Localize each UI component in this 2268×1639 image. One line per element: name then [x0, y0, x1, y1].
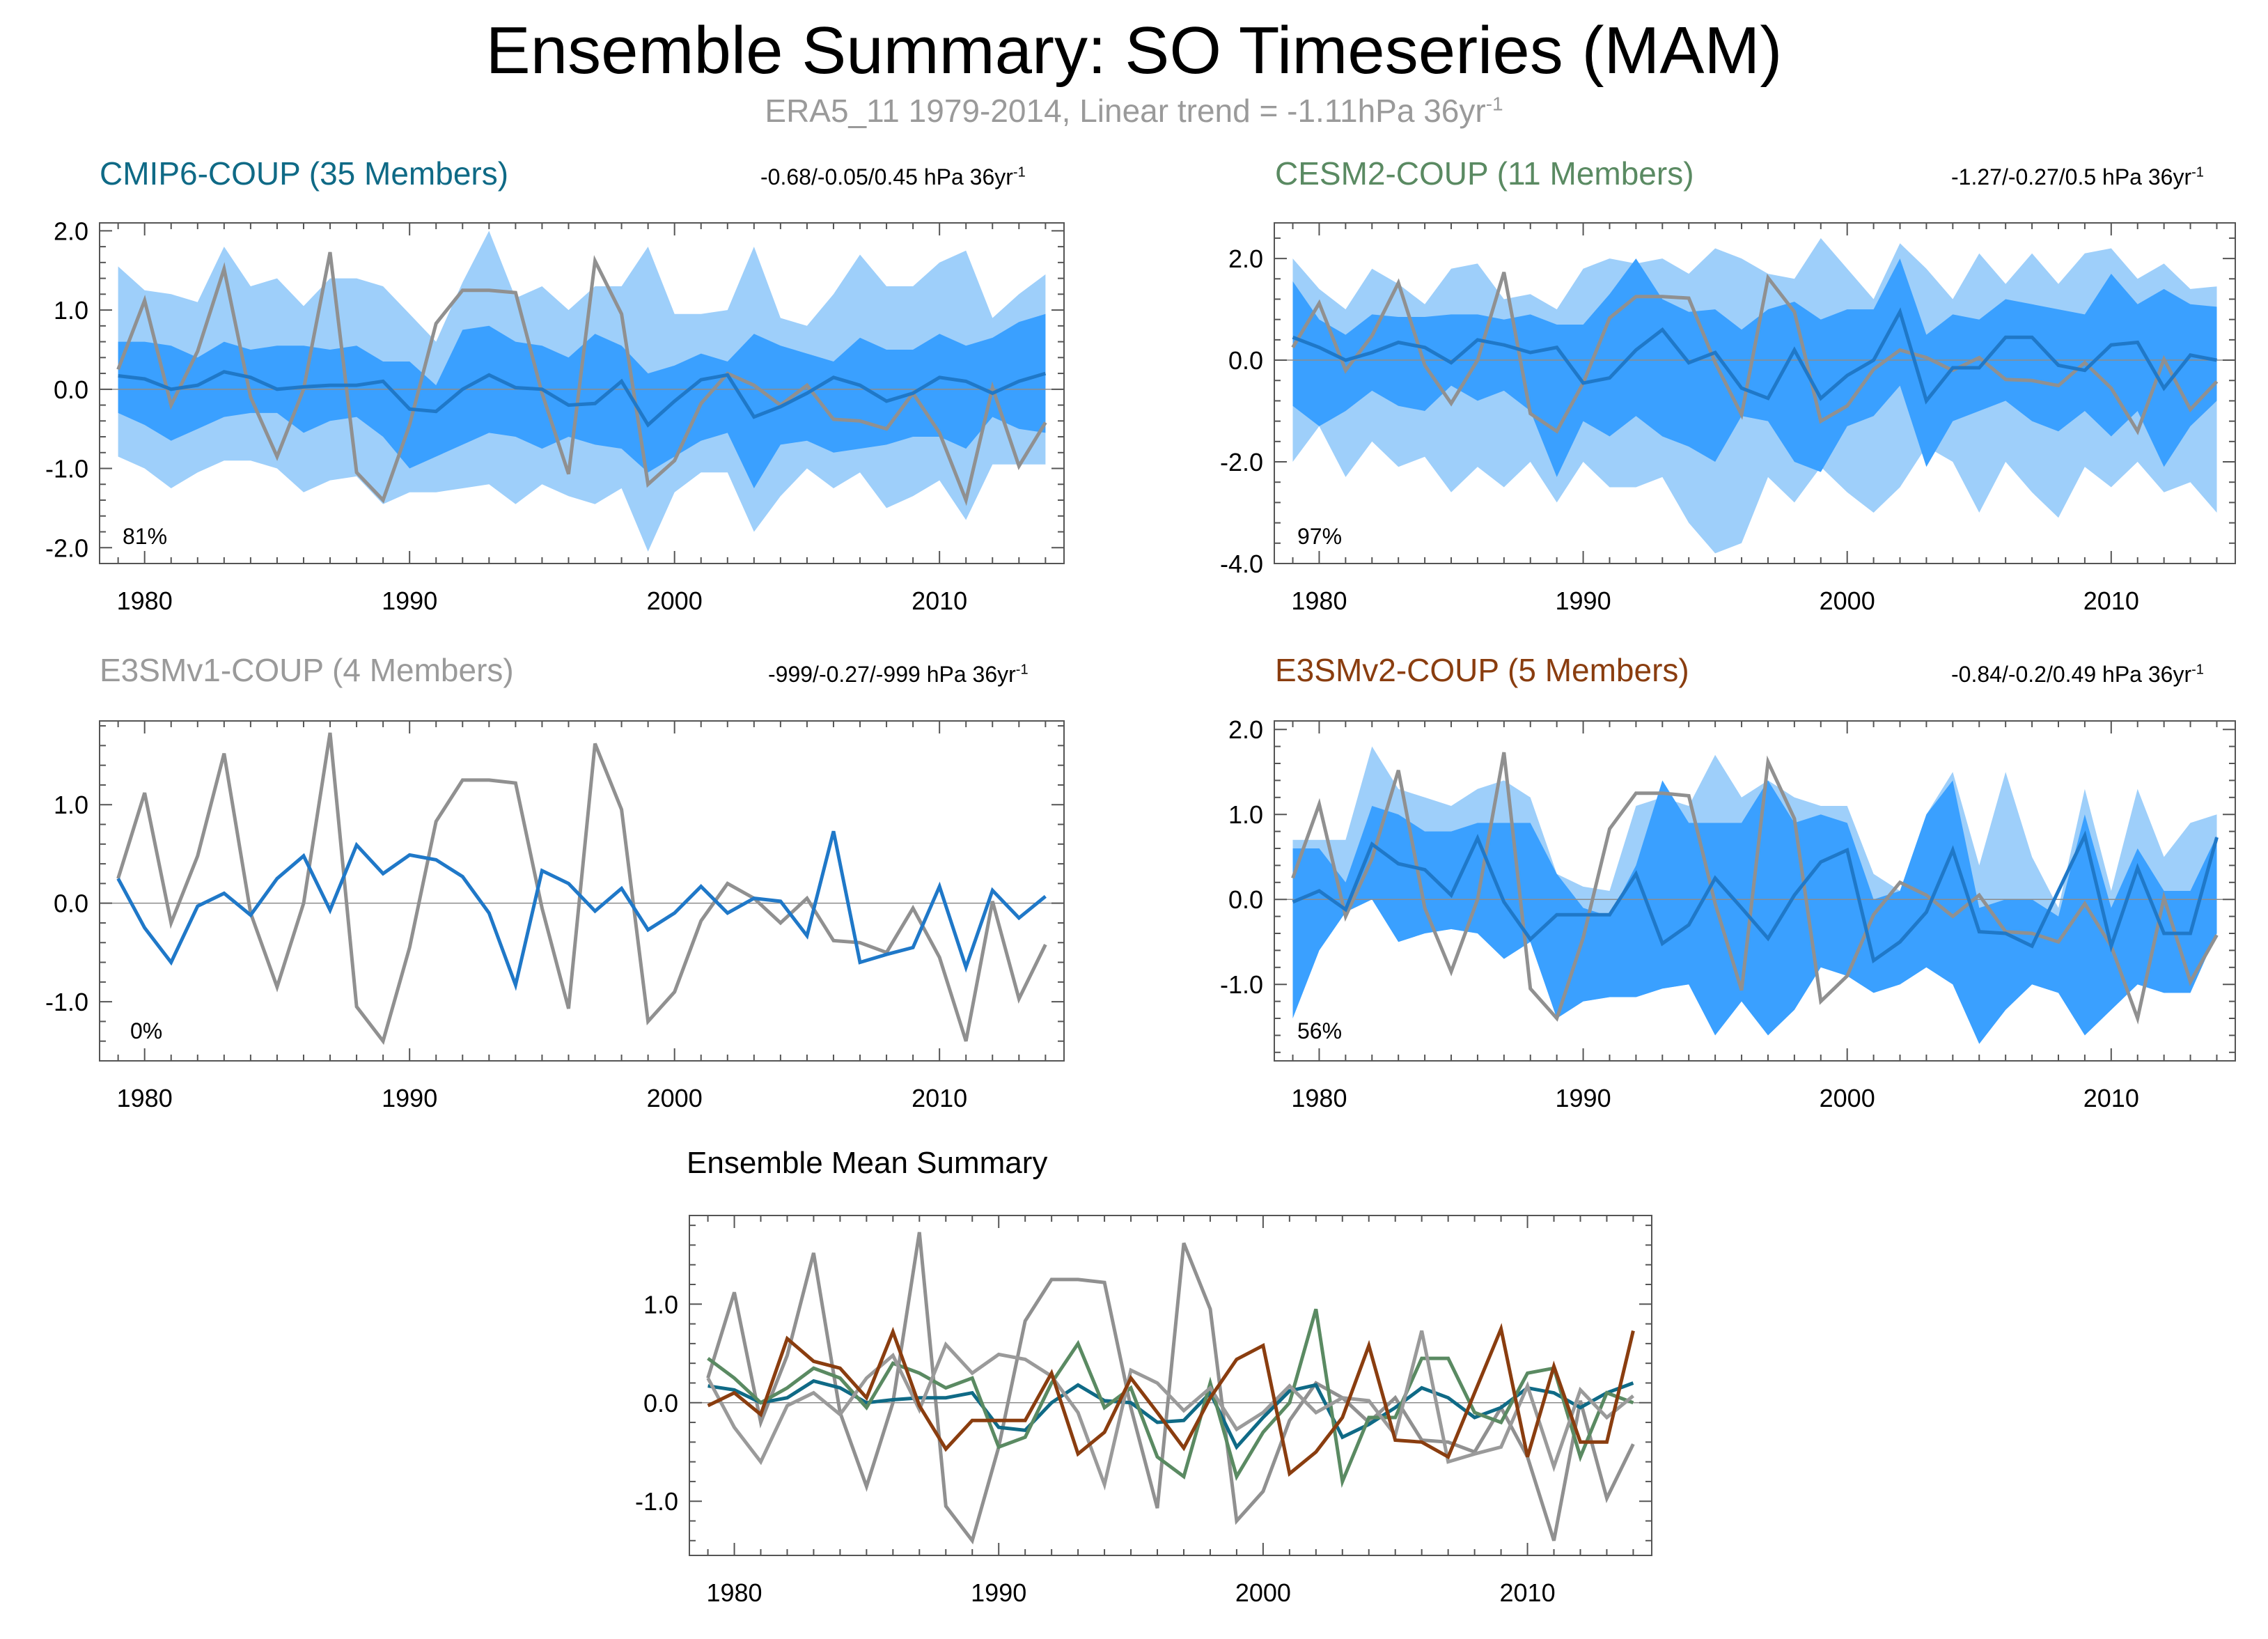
y-tick-label: -2.0 — [45, 534, 88, 562]
x-tick-label: 1980 — [1291, 1084, 1347, 1112]
figure-title: Ensemble Summary: SO Timeseries (MAM) — [485, 13, 1783, 88]
figure-subtitle: ERA5_11 1979-2014, Linear trend = -1.11h… — [0, 92, 2268, 130]
obs-line — [706, 1232, 1635, 1545]
band-inner — [118, 313, 1046, 488]
y-tick-label: 2.0 — [1228, 244, 1263, 273]
panel-cesm2: 1980 1990 2000 2010 -4.0 -2.0 0.0 2.0 — [1220, 222, 2236, 615]
y-tick-label: -1.0 — [45, 988, 88, 1016]
plot-area — [100, 732, 1064, 1046]
panel-stats-cmip6: -0.68/-0.05/0.45 hPa 36yr-1 — [760, 164, 1026, 190]
y-tick-label: 0.0 — [54, 375, 88, 404]
y-tick-label: 1.0 — [54, 296, 88, 325]
plot-frame — [99, 222, 1065, 564]
plot-area — [1274, 746, 2235, 1044]
panel-stats-e3smv2: -0.84/-0.2/0.49 hPa 36yr-1 — [1951, 662, 2204, 688]
obs-line — [116, 251, 1047, 506]
x-tick-label: 1980 — [117, 587, 173, 615]
stats-text: -0.68/-0.05/0.45 hPa 36yr — [760, 164, 1013, 189]
panel-title-cesm2: CESM2-COUP (11 Members) — [1275, 155, 1694, 192]
panel-title-e3smv2: E3SMv2-COUP (5 Members) — [1275, 652, 1689, 688]
panel-title-e3smv1: E3SMv1-COUP (4 Members) — [100, 652, 514, 688]
panel-summary: 1980 1990 2000 2010 -1.0 0.0 1.0 — [635, 1215, 1652, 1607]
x-tick-label: 2000 — [1820, 1084, 1875, 1112]
y-tick-label: 0.0 — [54, 890, 88, 918]
stats-exponent: -1 — [1015, 662, 1029, 678]
x-tick-label: 1990 — [1556, 587, 1611, 615]
plot-frame — [1274, 222, 2236, 564]
pct-label-cesm2: 97% — [1297, 524, 1343, 549]
x-tick-label: 1980 — [117, 1084, 173, 1112]
ens-mean-line — [116, 830, 1047, 991]
y-tick-label: 0.0 — [643, 1389, 678, 1417]
x-tick-label: 2010 — [912, 587, 967, 615]
x-tick-label: 2000 — [647, 587, 703, 615]
y-tick-label: 1.0 — [54, 791, 88, 819]
plot-frame — [99, 720, 1065, 1062]
pct-label-e3smv1: 0% — [130, 1018, 163, 1043]
band-inner — [1292, 258, 2217, 477]
x-tick-label: 2010 — [912, 1084, 967, 1112]
panel-title-cmip6: CMIP6-COUP (35 Members) — [100, 155, 509, 192]
ens-mean-e3smv1 — [706, 1330, 1634, 1491]
x-tick-label: 1990 — [971, 1578, 1026, 1607]
stats-exponent: -1 — [1012, 164, 1026, 180]
y-tick-label: 1.0 — [1228, 800, 1263, 829]
panel-cmip6: 1980 1990 2000 2010 -2.0 -1.0 0.0 1.0 2.0 — [45, 217, 1065, 615]
obs-line — [1291, 272, 2219, 435]
plot-area — [689, 1232, 1652, 1545]
ens-mean-line — [118, 370, 1047, 428]
pct-label-cmip6: 81% — [123, 524, 168, 549]
x-tick-label: 2000 — [1820, 587, 1875, 615]
stats-text: -1.27/-0.27/0.5 hPa 36yr — [1951, 164, 2192, 189]
ens-mean-cesm2 — [707, 1308, 1634, 1489]
y-tick-label: 0.0 — [1228, 346, 1263, 375]
ens-mean-e3smv2 — [707, 1323, 1635, 1477]
panel-stats-cesm2: -1.27/-0.27/0.5 hPa 36yr-1 — [1951, 164, 2204, 190]
subtitle-text: ERA5_11 1979-2014, Linear trend = -1.11h… — [765, 93, 1486, 129]
plot-area — [100, 231, 1064, 552]
y-tick-label: -1.0 — [635, 1487, 678, 1516]
x-tick-label: 1990 — [382, 587, 437, 615]
pct-label-e3smv2: 56% — [1297, 1018, 1343, 1043]
y-tick-label: 2.0 — [1228, 715, 1263, 744]
ens-mean-line — [1292, 307, 2217, 405]
y-tick-label: 2.0 — [54, 217, 88, 245]
x-tick-label: 2000 — [647, 1084, 703, 1112]
stats-text: -0.84/-0.2/0.49 hPa 36yr — [1951, 662, 2192, 687]
y-tick-label: -2.0 — [1220, 448, 1263, 476]
x-tick-label: 2010 — [2083, 587, 2139, 615]
x-tick-label: 1990 — [382, 1084, 437, 1112]
y-tick-label: -1.0 — [1220, 970, 1263, 999]
y-tick-label: -1.0 — [45, 455, 88, 483]
x-tick-label: 2000 — [1235, 1578, 1291, 1607]
y-tick-label: 1.0 — [643, 1290, 678, 1319]
panel-title-summary: Ensemble Mean Summary — [687, 1146, 1048, 1180]
x-tick-label: 1980 — [1291, 587, 1347, 615]
ens-mean-line — [1292, 830, 2219, 964]
subtitle-exponent: -1 — [1485, 93, 1503, 115]
x-tick-label: 1990 — [1556, 1084, 1611, 1112]
y-tick-label: 0.0 — [1228, 885, 1263, 914]
y-tick-label: -4.0 — [1220, 550, 1263, 578]
obs-line — [116, 732, 1047, 1046]
panel-e3smv2: 1980 1990 2000 2010 -1.0 0.0 1.0 2.0 — [1220, 715, 2236, 1112]
obs-line — [1291, 752, 2219, 1025]
x-tick-label: 1980 — [706, 1578, 762, 1607]
stats-exponent: -1 — [2191, 662, 2204, 678]
panel-e3smv1: 1980 1990 2000 2010 -1.0 0.0 1.0 — [45, 720, 1065, 1112]
plot-frame — [1274, 720, 2236, 1062]
stats-exponent: -1 — [2191, 164, 2204, 180]
x-tick-label: 2010 — [2083, 1084, 2139, 1112]
band-inner — [1292, 780, 2217, 1044]
plot-frame — [689, 1215, 1652, 1556]
plot-area — [1274, 238, 2235, 554]
stats-text: -999/-0.27/-999 hPa 36yr — [768, 662, 1016, 687]
x-tick-label: 2010 — [1500, 1578, 1556, 1607]
panel-stats-e3smv1: -999/-0.27/-999 hPa 36yr-1 — [768, 662, 1029, 688]
